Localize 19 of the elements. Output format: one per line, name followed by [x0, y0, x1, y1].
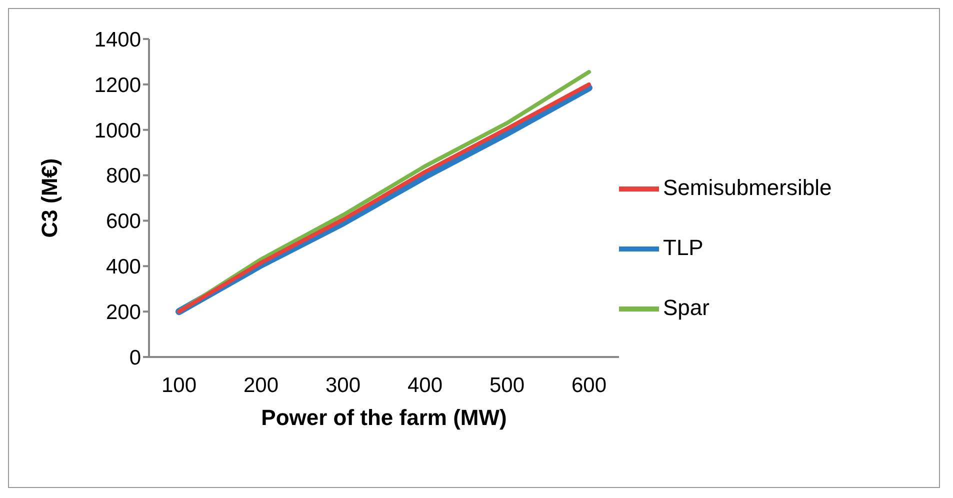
x-axis-title: Power of the farm (MW) [261, 405, 507, 430]
x-tick-label: 200 [243, 374, 279, 397]
x-tick-label: 400 [407, 374, 443, 397]
legend-label: Semisubmersible [663, 175, 832, 200]
x-tick-label: 500 [489, 374, 525, 397]
y-tick-label: 1400 [94, 28, 141, 52]
y-tick-label: 800 [106, 164, 141, 188]
legend-label: Spar [663, 295, 710, 320]
x-tick-label: 300 [325, 374, 361, 397]
y-tick-label: 0 [129, 346, 141, 370]
y-axis-title: C3 (M€) [36, 158, 62, 238]
y-tick-label: 1200 [94, 74, 141, 97]
y-tick-label: 600 [106, 210, 141, 234]
legend-label: TLP [663, 235, 704, 260]
x-tick-label: 100 [161, 374, 197, 397]
y-tick-label: 1000 [94, 119, 141, 142]
y-tick-label: 400 [106, 256, 141, 279]
y-tick-label: 200 [106, 301, 141, 324]
x-tick-label: 600 [571, 374, 607, 397]
